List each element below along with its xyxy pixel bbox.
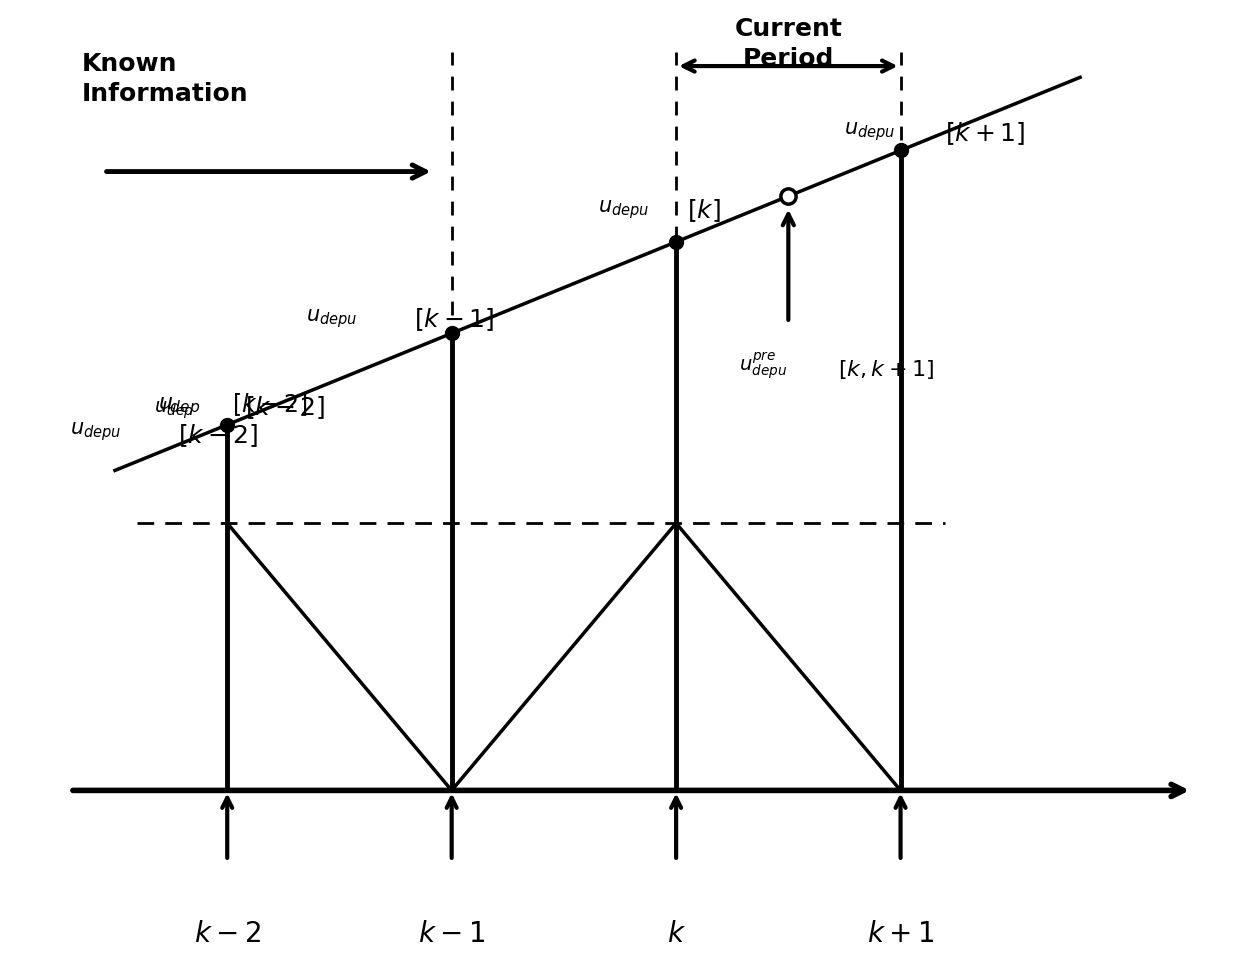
Text: $u_{depu}$: $u_{depu}$: [306, 307, 357, 329]
Text: Current
Period: Current Period: [734, 16, 842, 71]
Text: $[k-2]$: $[k-2]$: [232, 391, 308, 418]
Text: $[k-2]$: $[k-2]$: [177, 422, 258, 449]
Text: $[k,k+1]$: $[k,k+1]$: [838, 358, 934, 381]
Text: $[k-1]$: $[k-1]$: [413, 306, 494, 333]
Text: $u_{dep}$: $u_{dep}$: [154, 399, 193, 422]
Text: $u_{depu}$: $u_{depu}$: [598, 198, 649, 221]
Text: $u_{\!dep}$: $u_{\!dep}$: [159, 395, 201, 418]
Text: $k-1$: $k-1$: [418, 921, 485, 948]
Text: $k$: $k$: [667, 921, 686, 948]
Text: $[k-2]$: $[k-2]$: [246, 394, 326, 422]
Text: Known
Information: Known Information: [82, 52, 248, 106]
Text: $u_{depu}$: $u_{depu}$: [71, 421, 122, 443]
Text: $k+1$: $k+1$: [867, 921, 934, 948]
Text: $u_{depu}$: $u_{depu}$: [844, 120, 895, 143]
Text: $k-2$: $k-2$: [193, 921, 260, 948]
Text: $[k+1]$: $[k+1]$: [945, 120, 1025, 147]
Text: $[k]$: $[k]$: [687, 198, 722, 224]
Text: $u_{depu}^{pre}$: $u_{depu}^{pre}$: [739, 351, 787, 382]
